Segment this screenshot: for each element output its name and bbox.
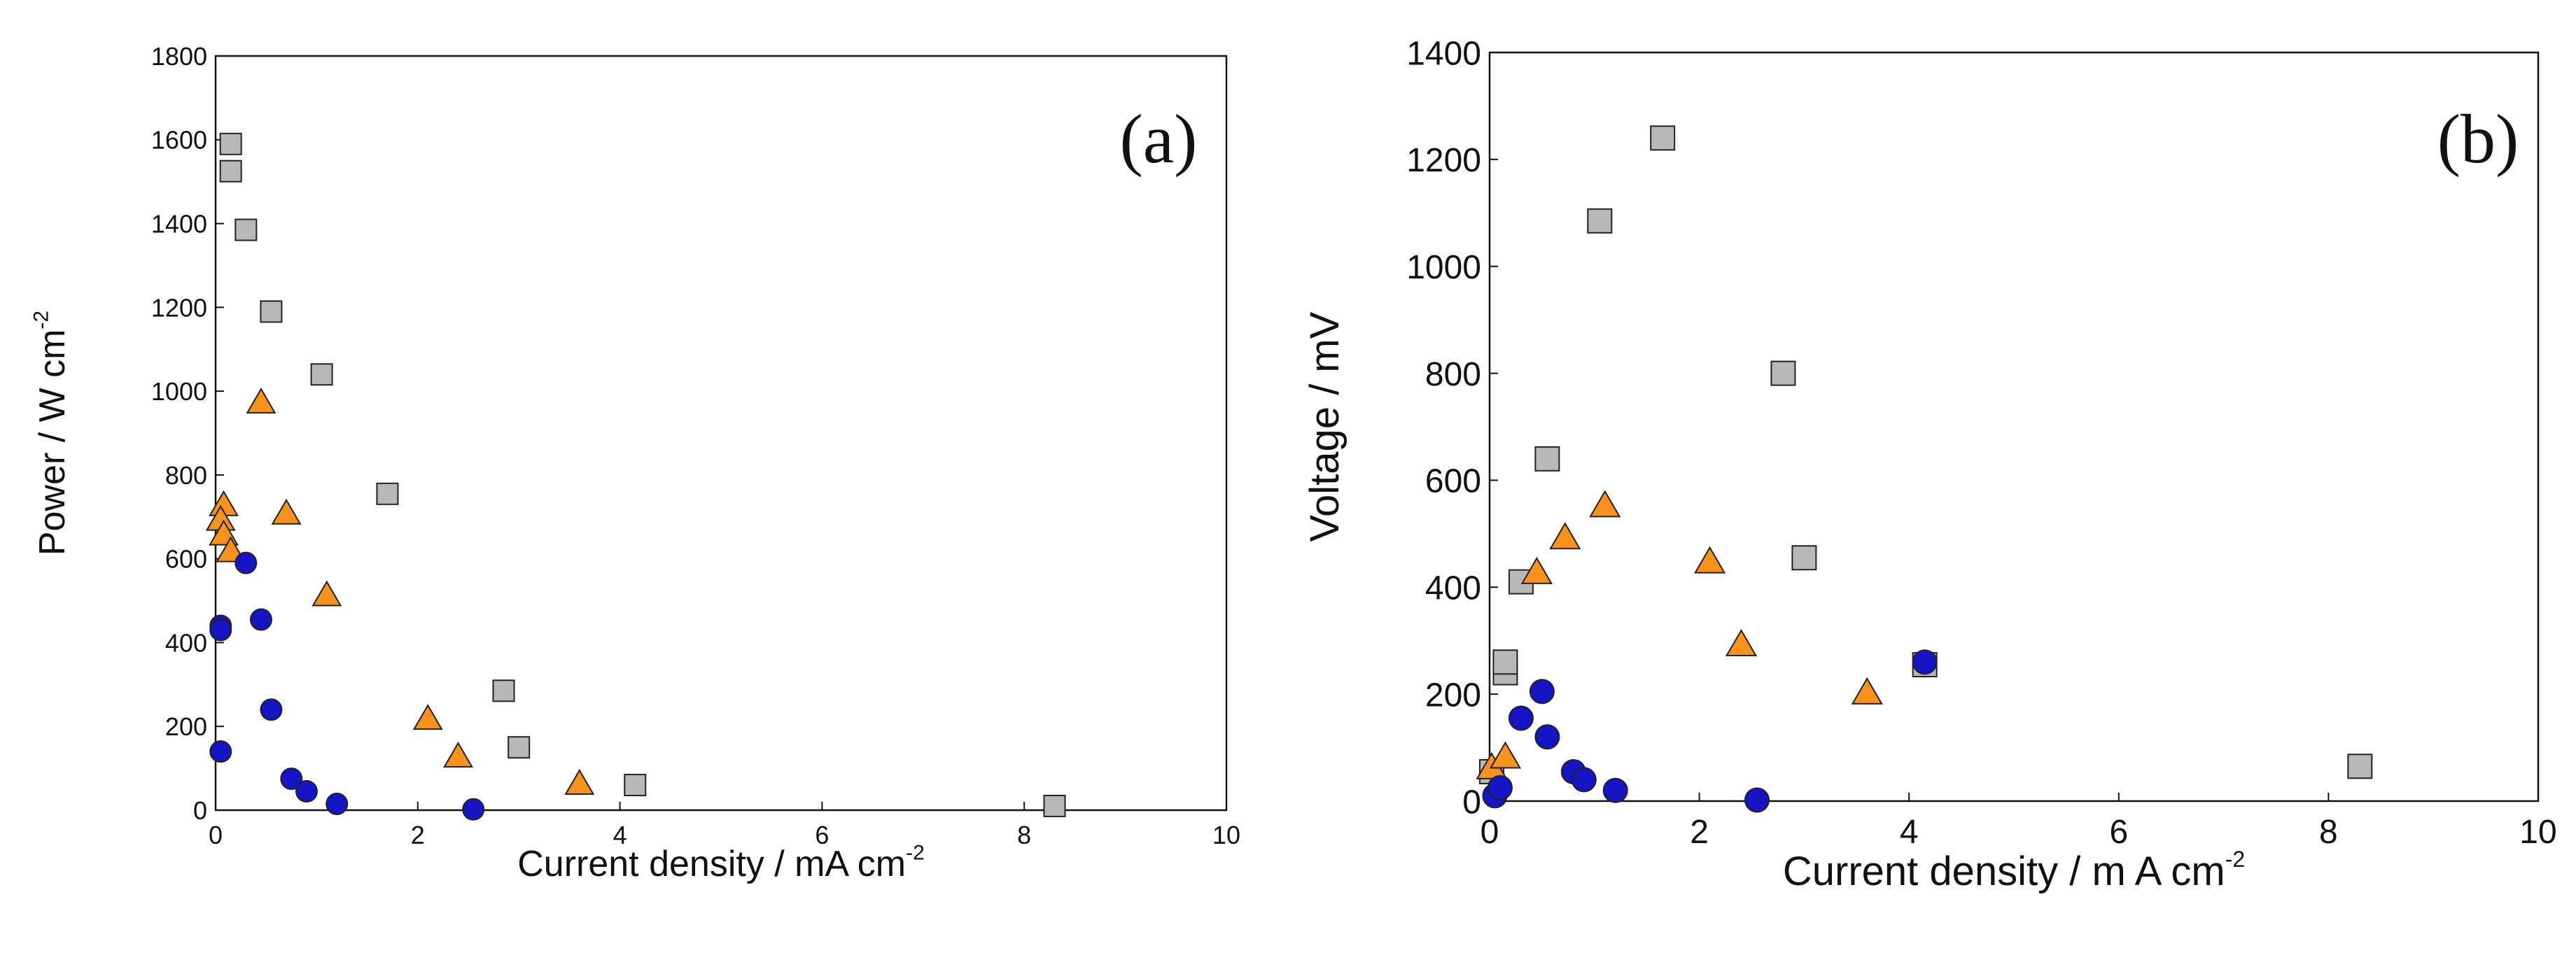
x-tick-label: 4 — [613, 821, 627, 849]
triangle-data-point — [1549, 522, 1581, 550]
panel-label: (b) — [2437, 100, 2519, 178]
circle-data-point — [326, 793, 349, 816]
y-tick-label: 800 — [165, 461, 207, 490]
circle-data-point — [209, 618, 232, 642]
x-tick-label: 2 — [1690, 814, 1709, 851]
plot-frame — [214, 55, 1228, 812]
square-data-point — [376, 482, 399, 505]
x-tick-label: 8 — [1017, 821, 1031, 849]
y-tick-label: 1400 — [1406, 35, 1481, 72]
y-tick-label: 400 — [1425, 570, 1481, 607]
square-data-point — [1770, 360, 1796, 386]
triangle-data-point — [564, 768, 595, 795]
circle-data-point — [1487, 774, 1513, 800]
circle-data-point — [1744, 787, 1770, 813]
square-data-point — [1043, 795, 1066, 818]
x-axis-title: Current density / mA cm-2 — [517, 842, 925, 884]
triangle-data-point — [1589, 490, 1621, 518]
panel-label: (a) — [1120, 100, 1198, 178]
circle-data-point — [295, 780, 318, 803]
square-data-point — [1791, 545, 1817, 571]
triangle-data-point — [1851, 677, 1883, 705]
y-tick-label: 1600 — [151, 126, 207, 155]
triangle-data-point — [443, 742, 474, 768]
circle-data-point — [1602, 777, 1628, 803]
square-data-point — [219, 132, 242, 155]
triangle-data-point — [271, 498, 302, 525]
y-tick-label: 1400 — [151, 210, 207, 239]
x-tick-label: 10 — [2519, 814, 2556, 851]
y-tick-label: 400 — [165, 628, 207, 657]
y-axis-title: Voltage / mV — [1302, 311, 1348, 542]
x-tick-label: 0 — [1480, 814, 1499, 851]
y-axis-title: Power / W cm-2 — [30, 311, 73, 556]
y-tick-label: 600 — [165, 545, 207, 574]
circle-data-point — [249, 608, 272, 631]
square-data-point — [260, 300, 283, 323]
circle-data-point — [280, 768, 303, 791]
square-data-point — [2347, 754, 2373, 779]
circle-data-point — [1571, 767, 1597, 793]
y-tick-label: 200 — [165, 712, 207, 741]
triangle-data-point — [1520, 556, 1553, 584]
chart-panel-b: 0 2 4 6 8 10 0 200 400 600 800 1000 1200 1400 Current … — [1302, 35, 2557, 894]
triangle-data-point — [312, 580, 342, 607]
circle-data-point — [1508, 705, 1534, 731]
square-data-point — [507, 736, 531, 759]
square-data-point — [1534, 446, 1560, 472]
square-data-point — [310, 363, 333, 386]
chart-panel-a: 0 2 4 6 8 10 0 200 400 600 800 1000 1200 1400 1600 1800… — [30, 42, 1240, 884]
plot-frame — [1488, 51, 2540, 802]
square-data-point — [1492, 649, 1518, 675]
x-axis-title: Current density / m A cm-2 — [1783, 847, 2245, 894]
circle-data-point — [1534, 724, 1560, 750]
x-tick-label: 4 — [1900, 814, 1919, 851]
x-tick-label: 0 — [209, 821, 223, 849]
y-tick-label: 1800 — [151, 42, 207, 71]
triangle-data-point — [1725, 629, 1758, 657]
y-tick-label: 0 — [1462, 784, 1481, 821]
square-data-point — [492, 679, 515, 702]
y-tick-label: 1000 — [151, 377, 207, 406]
circle-data-point — [260, 698, 283, 721]
x-tick-label: 10 — [1212, 821, 1240, 849]
y-tick-label: 200 — [1425, 677, 1481, 714]
triangle-data-point — [1489, 741, 1522, 769]
x-tick-label: 8 — [2319, 814, 2338, 851]
x-tick-label: 2 — [411, 821, 425, 849]
square-data-point — [219, 160, 242, 183]
triangle-data-point — [412, 704, 443, 730]
y-tick-label: 800 — [1425, 356, 1481, 393]
square-data-point — [234, 218, 258, 241]
square-data-point — [624, 774, 647, 797]
x-tick-label: 6 — [815, 821, 829, 849]
y-tick-label: 0 — [193, 796, 207, 825]
y-tick-label: 1200 — [1406, 142, 1481, 179]
circle-data-point — [1529, 679, 1555, 705]
y-tick-label: 1000 — [1406, 249, 1481, 286]
circle-data-point — [209, 740, 232, 763]
y-tick-label: 1200 — [151, 293, 207, 322]
triangle-data-point — [1693, 546, 1726, 574]
square-data-point — [1587, 208, 1613, 234]
y-tick-label: 600 — [1425, 463, 1481, 500]
triangle-data-point — [246, 388, 276, 413]
x-tick-label: 6 — [2109, 814, 2128, 851]
circle-data-point — [1912, 649, 1938, 675]
square-data-point — [1650, 125, 1676, 151]
circle-data-point — [234, 551, 258, 574]
circle-data-point — [462, 798, 485, 821]
